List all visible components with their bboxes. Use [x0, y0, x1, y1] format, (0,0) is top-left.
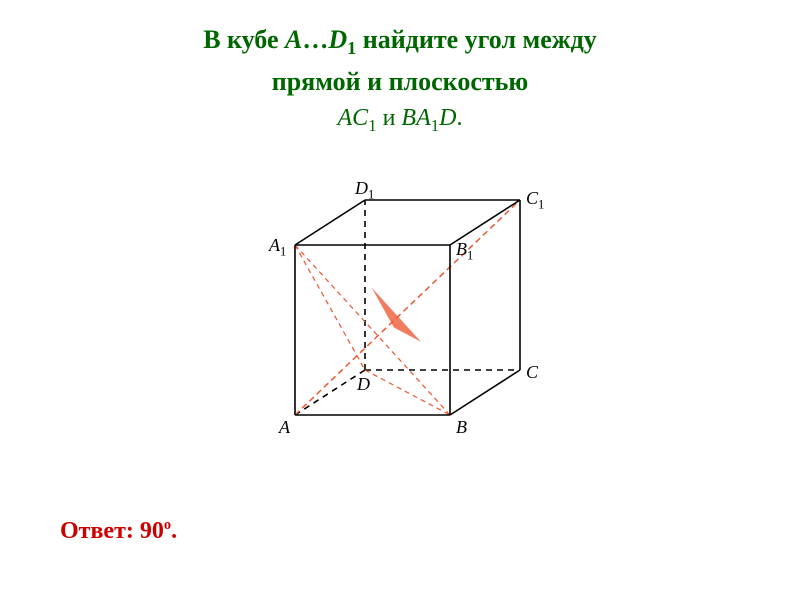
answer-degree: o: [164, 517, 171, 533]
title-var: D: [328, 25, 347, 54]
title-text: В кубе: [203, 25, 285, 54]
title-var: A: [285, 25, 302, 54]
answer-text: Ответ: 90o.: [60, 517, 177, 545]
vertex-label-C1: C1: [526, 188, 544, 213]
title-text: …: [302, 25, 328, 54]
title-text: найдите угол между: [356, 25, 597, 54]
vertex-label-A1: A1: [269, 235, 286, 260]
title-sub: 1: [347, 38, 356, 58]
cube-diagram: A B C D A1 B1 C1 D1: [240, 160, 560, 460]
title-seg: AC: [338, 105, 369, 131]
title-mid: и: [377, 105, 402, 131]
title-line-2: прямой и плоскостью: [0, 67, 800, 97]
vertex-label-D: D: [357, 374, 370, 395]
vertex-label-D1: D1: [355, 178, 374, 203]
title-line-3: AC1 и BA1D.: [0, 105, 800, 136]
title-end: .: [456, 105, 462, 131]
vertex-label-C: C: [526, 362, 538, 383]
vertex-label-A: A: [279, 417, 290, 438]
title-seg: BA: [401, 105, 430, 131]
title-seg: D: [439, 105, 456, 131]
title-sub: 1: [368, 116, 376, 135]
answer-suffix: .: [171, 518, 177, 544]
answer-label: Ответ: 90: [60, 518, 164, 544]
problem-title: В кубе A…D1 найдите угол между прямой и …: [0, 0, 800, 136]
cube-svg: [240, 160, 560, 460]
vertex-label-B: B: [456, 417, 467, 438]
vertex-label-B1: B1: [456, 239, 473, 264]
title-sub: 1: [431, 116, 439, 135]
title-line-1: В кубе A…D1 найдите угол между: [0, 25, 800, 59]
